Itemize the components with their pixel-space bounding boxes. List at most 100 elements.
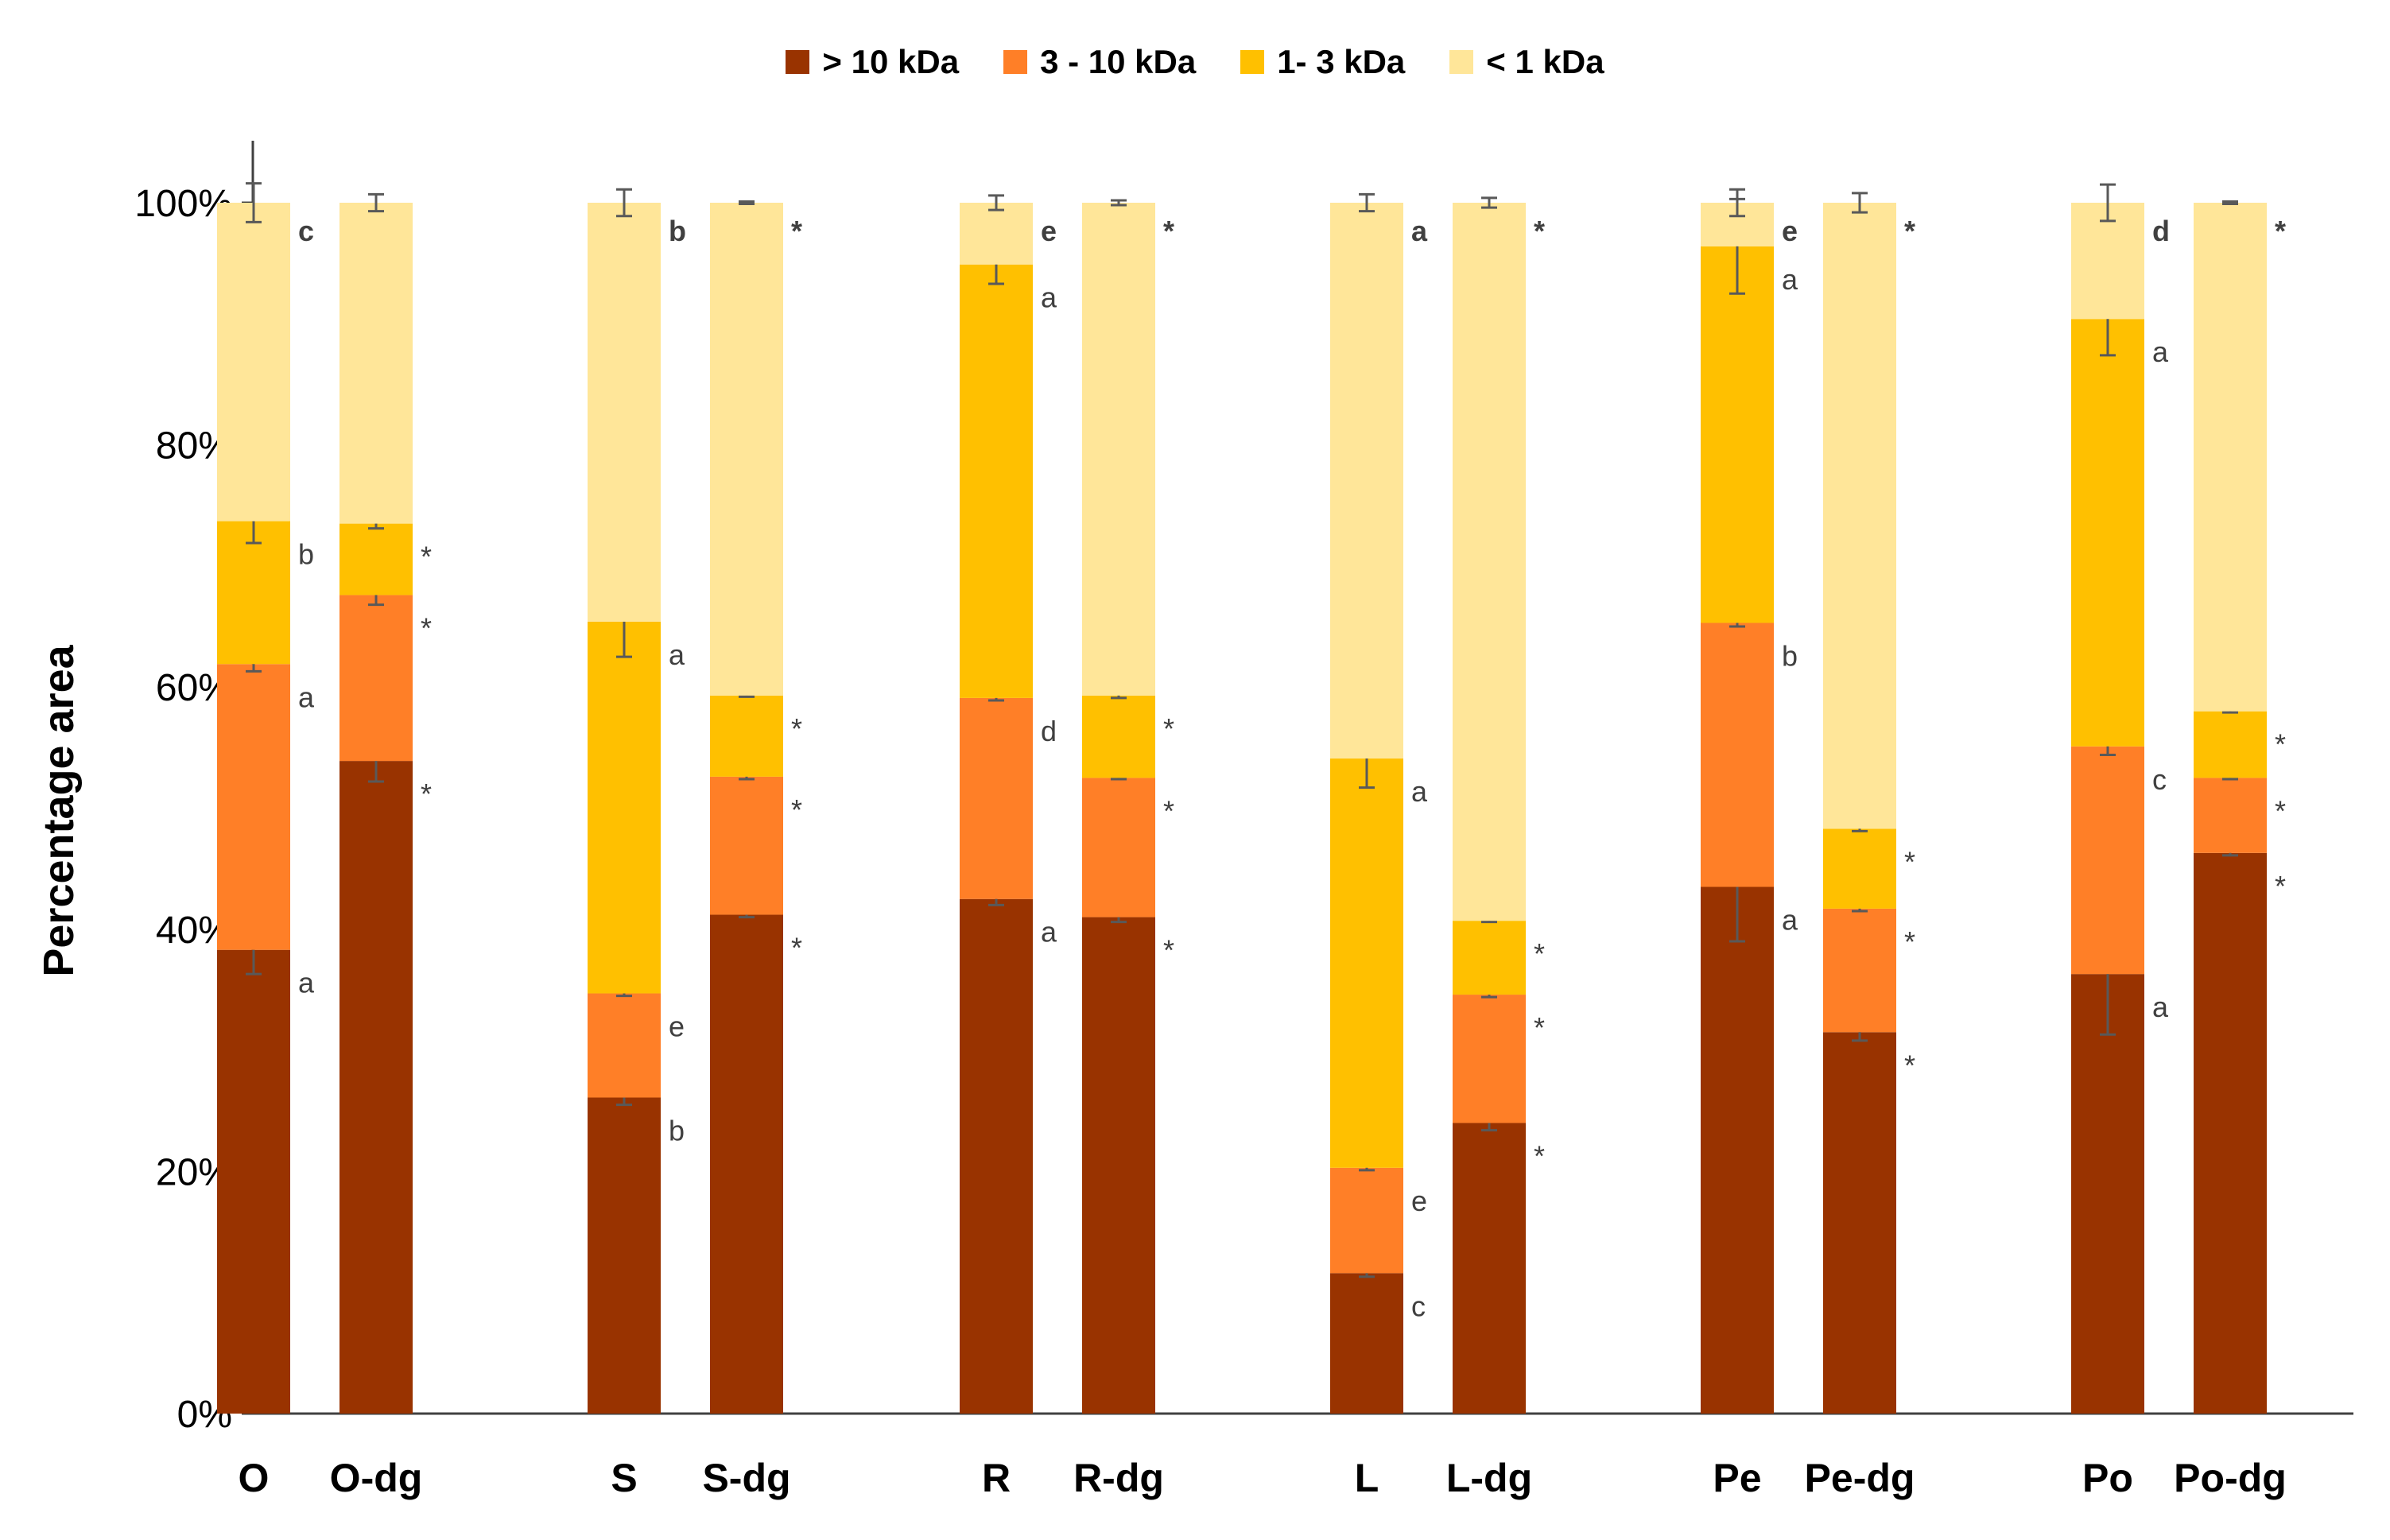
legend-item-lt1: < 1 kDa xyxy=(1449,43,1604,81)
bar-annotation: d xyxy=(1041,715,1057,747)
bar-annotation: b xyxy=(669,215,686,247)
bar-segment xyxy=(1823,203,1896,829)
bar-segment xyxy=(1823,1032,1896,1414)
bar-annotation: * xyxy=(1163,712,1174,745)
bar-segment xyxy=(1453,921,1526,995)
bar-annotation: * xyxy=(1904,845,1915,878)
bar-annotation: b xyxy=(669,1114,685,1146)
bar-segment xyxy=(1823,828,1896,909)
bar-segment xyxy=(1082,695,1155,778)
x-tick-label: L-dg xyxy=(1446,1456,1532,1500)
bar-annotation: e xyxy=(669,1011,685,1043)
x-tick-label: R-dg xyxy=(1073,1456,1164,1500)
bar-segment xyxy=(2194,711,2267,778)
y-tick-label: 100% xyxy=(134,183,232,225)
bar-segment xyxy=(2194,203,2267,712)
bar-segment xyxy=(588,993,661,1098)
x-tick-label: S xyxy=(611,1456,637,1500)
bar-segment xyxy=(2194,852,2267,1414)
bar-annotation: * xyxy=(1163,934,1174,967)
x-tick-label: R xyxy=(982,1456,1011,1500)
bar-segment xyxy=(339,761,413,1414)
bar-annotation: * xyxy=(1904,1049,1915,1081)
bar-annotation: * xyxy=(791,932,802,964)
legend-label-gt10: > 10 kDa xyxy=(822,43,960,80)
bar-segment xyxy=(1701,246,1774,623)
bar-segment xyxy=(588,203,661,622)
bar-segment xyxy=(217,664,290,950)
bar-segment xyxy=(1082,203,1155,696)
bar-annotation: a xyxy=(1782,903,1798,936)
bar-segment xyxy=(960,203,1033,265)
bar-annotation: a xyxy=(2152,991,2169,1023)
bar-segment xyxy=(2071,203,2144,320)
bar-segment xyxy=(217,203,290,522)
legend-swatch-3to10 xyxy=(1003,50,1028,74)
legend-label-3to10: 3 - 10 kDa xyxy=(1040,43,1197,80)
bar-segment xyxy=(1453,203,1526,921)
bar-annotation: * xyxy=(791,712,802,745)
x-tick-label: O-dg xyxy=(330,1456,423,1500)
bar-segment xyxy=(960,898,1033,1414)
legend-swatch-gt10 xyxy=(786,50,810,74)
x-tick-label: O xyxy=(239,1456,270,1500)
bar-annotation: c xyxy=(2152,763,2167,796)
bar-segment xyxy=(1823,908,1896,1033)
bar-segment xyxy=(1701,886,1774,1414)
x-tick-label: Pe-dg xyxy=(1805,1456,1915,1500)
bar-annotation: * xyxy=(791,793,802,826)
bar-annotation: a xyxy=(1041,281,1057,314)
bar-annotation: * xyxy=(421,778,432,810)
bar-segment xyxy=(588,621,661,994)
bar-annotation: b xyxy=(1782,639,1798,672)
legend-item-1to3: 1- 3 kDa xyxy=(1240,43,1405,81)
bar-annotation: * xyxy=(2275,215,2286,247)
bar-segment xyxy=(2071,974,2144,1414)
bar-segment xyxy=(710,776,783,915)
bar-annotation: a xyxy=(298,967,315,999)
bar-segment xyxy=(588,1097,661,1414)
bar-annotation: * xyxy=(2275,870,2286,902)
bar-annotation: * xyxy=(791,215,802,247)
legend-swatch-lt1 xyxy=(1449,50,1474,74)
bar-annotation: * xyxy=(1904,215,1915,247)
legend-item-3to10: 3 - 10 kDa xyxy=(1003,43,1196,81)
bar-segment xyxy=(2194,778,2267,853)
bar-segment xyxy=(710,695,783,777)
bar-annotation: e xyxy=(1782,215,1798,247)
y-axis-label: Percentage area xyxy=(35,644,83,976)
bar-segment xyxy=(960,264,1033,698)
x-tick-label: L xyxy=(1355,1456,1379,1500)
bar-segment xyxy=(217,521,290,665)
bar-segment xyxy=(710,203,783,696)
bar-annotation: * xyxy=(421,611,432,644)
bar-segment xyxy=(1453,995,1526,1123)
bar-annotation: a xyxy=(1411,215,1428,247)
bar-annotation: c xyxy=(298,215,314,247)
x-tick-label: Po xyxy=(2082,1456,2133,1500)
bar-segment xyxy=(1453,1123,1526,1414)
bar-annotation: a xyxy=(669,638,685,671)
bar-annotation: * xyxy=(2275,728,2286,761)
bar-annotation: * xyxy=(421,541,432,573)
bar-segment xyxy=(2071,746,2144,975)
bar-segment xyxy=(1082,917,1155,1414)
bar-segment xyxy=(339,203,413,524)
plot-area: 0%20%40%60%80%100%aabcO***O-dgbeabS****S… xyxy=(134,141,2353,1500)
x-tick-label: Pe xyxy=(1713,1456,1761,1500)
bar-annotation: * xyxy=(1534,1011,1545,1044)
bar-segment xyxy=(1330,203,1403,759)
bar-annotation: e xyxy=(1041,215,1057,247)
bar-annotation: * xyxy=(1163,794,1174,827)
legend-label-1to3: 1- 3 kDa xyxy=(1277,43,1406,80)
bar-annotation: * xyxy=(1534,215,1545,247)
bar-segment xyxy=(1330,1167,1403,1274)
bar-segment xyxy=(339,595,413,762)
bar-annotation: a xyxy=(1782,263,1798,296)
legend-item-gt10: > 10 kDa xyxy=(786,43,959,81)
legend-label-lt1: < 1 kDa xyxy=(1486,43,1604,80)
bar-segment xyxy=(1330,758,1403,1168)
bar-segment xyxy=(960,697,1033,899)
bar-segment xyxy=(217,949,290,1414)
